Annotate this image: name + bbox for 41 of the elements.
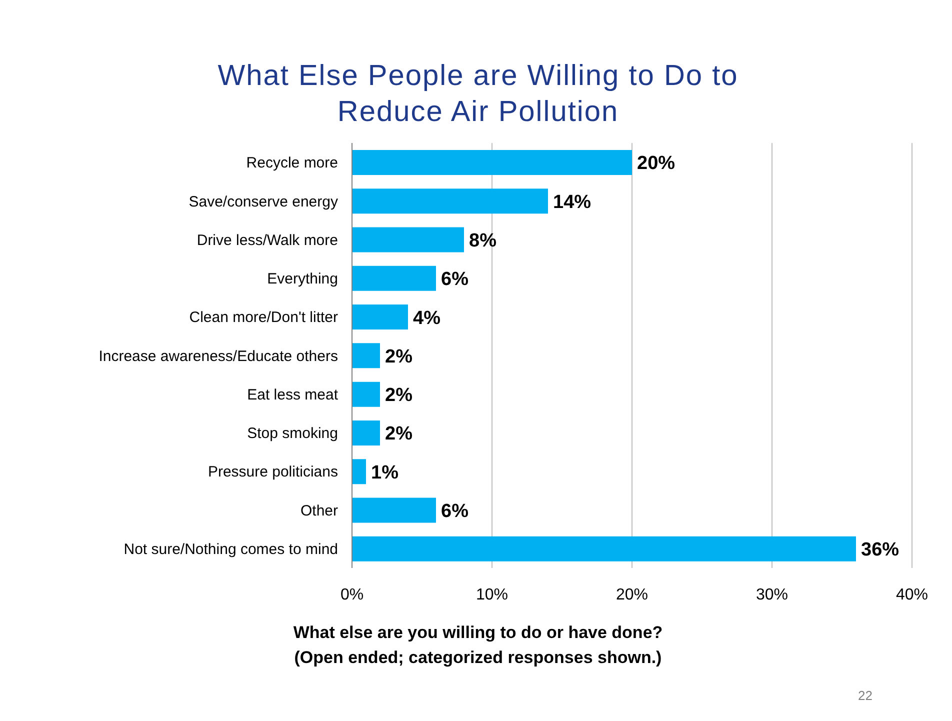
bar (352, 459, 366, 484)
bar (352, 536, 856, 562)
y-tick-label: Other (300, 502, 338, 520)
x-tick-label: 0% (340, 586, 364, 604)
y-tick-label: Recycle more (246, 154, 338, 172)
bar (352, 227, 464, 252)
y-tick-label: Pressure politicians (208, 464, 338, 481)
x-tick-label: 10% (476, 586, 508, 604)
data-label: 6% (441, 269, 469, 290)
y-tick-label: Save/conserve energy (188, 193, 338, 210)
y-tick-label: Increase awareness/Educate others (98, 348, 338, 365)
bar (352, 382, 380, 407)
y-tick-label: Drive less/Walk more (196, 232, 338, 249)
data-label: 2% (385, 424, 413, 445)
y-tick-label: Stop smoking (247, 425, 338, 442)
bar (352, 304, 408, 330)
bar (352, 188, 548, 214)
data-label: 14% (553, 192, 592, 213)
data-label: 1% (371, 462, 399, 484)
data-label: 2% (385, 385, 413, 406)
bar (352, 498, 436, 523)
data-label: 6% (441, 500, 469, 522)
chart-title: What Else People are Willing to Do to Reduce Air Pollution (216, 59, 740, 130)
bar (352, 266, 436, 291)
x-tick-label: 30% (756, 586, 788, 604)
y-tick-label: Not sure/Nothing comes to mind (124, 541, 338, 558)
x-axis-title: What else are you willing to do or have done? (Open ended; categorized responses shown.) (292, 622, 664, 669)
x-tick-label: 20% (616, 586, 648, 604)
text: 22 (858, 688, 872, 703)
x-tick-label: 40% (896, 586, 928, 604)
y-tick-label: Everything (267, 270, 338, 288)
bar (352, 343, 380, 368)
y-tick-label: Eat less meat (247, 386, 339, 404)
data-label: 36% (861, 540, 900, 561)
data-label: 2% (385, 346, 413, 368)
bar (352, 150, 632, 175)
data-label: 8% (469, 230, 497, 252)
y-tick-label: Clean more/Don't litter (189, 309, 338, 326)
data-label: 20% (637, 153, 676, 174)
bar (352, 420, 380, 446)
data-label: 4% (413, 308, 441, 329)
